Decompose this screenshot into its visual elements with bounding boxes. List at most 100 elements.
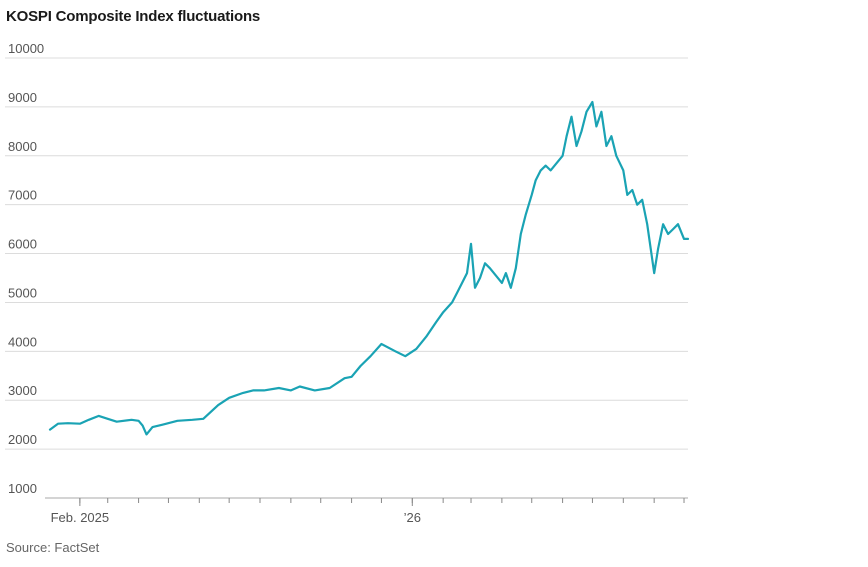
data-point [545,165,547,167]
data-point [142,425,144,427]
data-point [484,262,486,264]
data-point [228,397,230,399]
data-point [394,350,396,352]
data-point [290,389,292,391]
data-point [566,135,568,137]
data-point [314,389,316,391]
data-point [116,421,118,423]
data-point [146,433,148,435]
data-point [351,376,353,378]
data-point [605,145,607,147]
kospi-index-line [48,100,690,436]
data-point [641,199,643,201]
data-point [622,169,624,171]
data-point [535,179,537,181]
data-point [152,426,154,428]
data-point [88,419,90,421]
data-point [162,424,164,426]
data-point [515,267,517,269]
data-point [435,321,437,323]
data-point [425,336,427,338]
data-point [138,420,140,422]
data-point [263,389,265,391]
data-point [662,223,664,225]
data-point [466,272,468,274]
data-point [470,243,472,245]
data-point [525,213,527,215]
source-note: Source: FactSet [6,540,100,555]
data-point [531,194,533,196]
y-tick-label-10000: 10000 [8,41,44,56]
data-point [550,169,552,171]
data-point [176,420,178,422]
data-point [474,287,476,289]
data-point [677,223,679,225]
data-point [79,423,81,425]
data-point [581,130,583,132]
data-point [380,343,382,345]
data-point [501,282,503,284]
data-point [615,155,617,157]
data-point [657,248,659,250]
data-point [98,415,100,417]
x-axis: Feb. 2025 ’26 [45,497,688,525]
data-point [461,282,463,284]
y-tick-label-3000: 3000 [8,383,37,398]
y-axis-tick-labels: 1000 2000 3000 4000 5000 6000 7000 8000 9000 1000… [8,41,44,496]
data-point [586,111,588,113]
data-point [646,223,648,225]
data-point [107,418,109,420]
data-point [576,145,578,147]
data-point [479,277,481,279]
data-point [489,267,491,269]
series-layer [48,100,690,436]
data-point [131,419,133,421]
y-tick-label-6000: 6000 [8,237,37,252]
data-point [278,387,280,389]
data-point [202,418,204,420]
data-point [67,422,69,424]
data-point [217,404,219,406]
y-tick-label-8000: 8000 [8,139,37,154]
y-tick-label-2000: 2000 [8,432,37,447]
data-point [636,204,638,206]
chart-title: KOSPI Composite Index fluctuations [6,8,261,25]
data-point [626,194,628,196]
data-point [571,116,573,118]
data-point [456,292,458,294]
data-point [591,101,593,103]
data-point [191,419,193,421]
data-point [600,111,602,113]
data-point [404,355,406,357]
data-point [415,348,417,350]
y-tick-label-9000: 9000 [8,90,37,105]
data-point [505,272,507,274]
y-tick-label-1000: 1000 [8,481,37,496]
y-tick-label-7000: 7000 [8,188,37,203]
data-point [653,272,655,274]
data-point [49,429,51,431]
data-point [562,155,564,157]
data-point [595,125,597,127]
data-point [329,387,331,389]
data-point [299,386,301,388]
data-point [520,233,522,235]
data-point [370,355,372,357]
data-point [57,423,59,425]
gridlines [5,57,688,450]
data-point [442,311,444,313]
x-tick-label: Feb. 2025 [51,510,110,525]
y-tick-label-4000: 4000 [8,334,37,349]
data-point [451,301,453,303]
data-point [687,238,689,240]
data-point [360,365,362,367]
data-point [510,287,512,289]
data-point [667,233,669,235]
data-point [672,228,674,230]
x-tick-label: ’26 [404,510,421,525]
data-point [242,392,244,394]
data-points [49,101,689,435]
data-point [344,377,346,379]
data-point [631,189,633,191]
